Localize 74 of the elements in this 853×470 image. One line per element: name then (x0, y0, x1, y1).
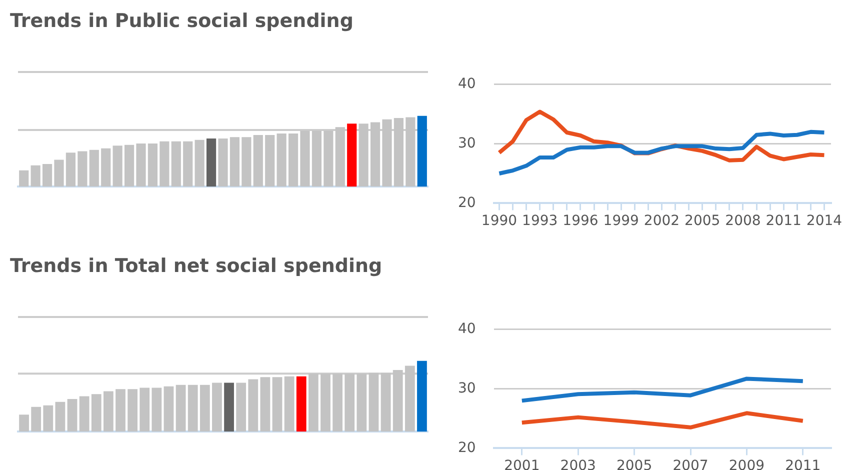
bar (347, 124, 357, 187)
bar (30, 165, 40, 187)
x-tick-label: 2007 (672, 458, 708, 470)
chart-title: Trends in Total net social spending (10, 255, 382, 277)
x-tick-label: 2005 (684, 213, 720, 230)
bar (67, 399, 78, 432)
bar (176, 384, 186, 432)
bar (66, 152, 76, 187)
bar (296, 376, 306, 432)
x-tick-label: 2002 (644, 213, 680, 230)
chart-title: Trends in Public social spending (10, 10, 354, 32)
y-tick-label: 40 (458, 76, 476, 92)
bar (19, 414, 29, 432)
bar (78, 151, 88, 187)
x-tick-label: 1990 (481, 213, 518, 230)
bar (101, 148, 111, 187)
x-tick-label: 2011 (785, 458, 821, 470)
y-tick-label: 30 (458, 380, 476, 396)
bar (276, 134, 286, 187)
bar (242, 137, 252, 187)
bar (124, 144, 134, 187)
x-tick-label: 2009 (728, 458, 765, 470)
y-tick-label: 20 (458, 194, 476, 211)
bar (265, 134, 275, 187)
bar (260, 377, 270, 432)
bar (188, 384, 198, 432)
bar (160, 141, 170, 187)
x-tick-label: 1993 (522, 213, 558, 230)
bar (116, 389, 126, 432)
bar (183, 141, 193, 187)
bar (164, 386, 174, 432)
bar (103, 391, 114, 432)
bar (91, 394, 102, 432)
x-tick-label: 2005 (616, 458, 652, 470)
bar (43, 405, 54, 432)
bar (248, 379, 258, 432)
bar (54, 160, 64, 187)
bar (206, 138, 216, 187)
x-tick-label: 2001 (504, 458, 540, 470)
bar (112, 146, 122, 187)
x-tick-label: 2011 (766, 213, 802, 230)
x-tick-label: 2014 (806, 213, 842, 230)
y-tick-label: 30 (458, 135, 476, 152)
x-tick-label: 1999 (603, 213, 639, 230)
bar (417, 116, 427, 187)
bar (253, 134, 263, 187)
bar (128, 389, 138, 432)
x-tick-label: 2008 (725, 213, 761, 230)
bar (55, 402, 66, 432)
bar (272, 377, 282, 432)
x-tick-label: 2003 (560, 458, 596, 470)
bar (230, 137, 240, 187)
bar (212, 382, 222, 432)
bar (152, 388, 162, 432)
bar (417, 360, 427, 432)
bar (136, 143, 146, 187)
bar (288, 134, 298, 187)
bar (89, 150, 99, 187)
bar (31, 406, 42, 432)
bar (224, 382, 234, 432)
bar (171, 141, 181, 187)
bar (236, 382, 246, 432)
bar (284, 376, 294, 432)
y-tick-label: 20 (458, 440, 476, 456)
y-tick-label: 40 (458, 321, 476, 338)
bar (42, 164, 52, 187)
bar (218, 138, 228, 187)
bar (79, 396, 90, 432)
bar (140, 388, 150, 432)
bar (148, 143, 158, 187)
bar (19, 170, 29, 187)
bar (200, 384, 210, 432)
x-tick-label: 1996 (562, 213, 598, 230)
bar (194, 140, 204, 187)
